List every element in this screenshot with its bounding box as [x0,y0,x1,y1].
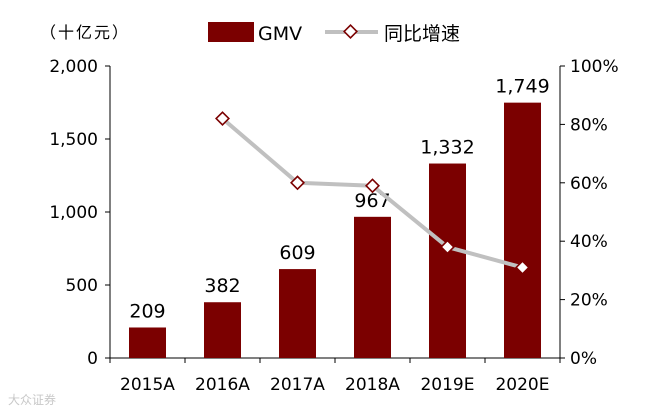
gmv-bar [429,163,466,358]
x-tick-label: 2020E [495,375,549,395]
growth-point-marker [215,111,230,127]
left-tick-label: 2,000 [49,57,98,77]
legend-growth-marker [343,24,358,39]
gmv-bar [204,302,241,358]
gmv-bar [504,102,541,358]
left-tick-label: 1,500 [49,130,98,150]
right-tick-label: 40% [570,232,608,252]
left-tick-label: 1,000 [49,203,98,223]
x-tick-label: 2015A [120,375,175,395]
x-tick-label: 2019E [420,375,474,395]
gmv-bars [129,102,541,358]
gmv-bar-label: 382 [204,275,240,297]
left-tick-label: 500 [66,276,98,296]
growth-point-marker [290,175,305,191]
x-tick-label: 2016A [195,375,250,395]
growth-point-marker [515,259,530,275]
right-tick-label: 60% [570,174,608,194]
left-tick-label: 0 [87,349,98,369]
right-tick-label: 100% [570,57,619,77]
legend-growth-label: 同比增速 [384,23,460,45]
growth-point-marker [365,178,380,194]
x-axis-ticks: 2015A 2016A 2017A 2018A 2019E 2020E [109,358,561,395]
gmv-bar-label: 209 [129,300,165,322]
legend-gmv-swatch [208,22,254,42]
x-tick-label: 2018A [345,375,400,395]
left-axis-ticks: 0 500 1,000 1,500 2,000 [49,57,110,369]
legend-gmv-label: GMV [258,23,302,45]
y-unit-label: （十亿元） [40,23,130,42]
gmv-bar-label: 1,749 [495,76,549,98]
right-axis-ticks: 0% 20% 40% 60% 80% 100% [560,57,619,369]
legend: GMV 同比增速 [208,22,460,45]
x-tick-label: 2017A [270,375,325,395]
gmv-bar-label: 609 [279,242,315,264]
growth-line-series [215,111,530,275]
right-tick-label: 20% [570,291,608,311]
right-tick-label: 80% [570,115,608,135]
gmv-bar [129,327,166,358]
gmv-bar-label: 1,332 [420,137,474,159]
right-tick-label: 0% [570,349,597,369]
gmv-bar [279,269,316,358]
growth-point-marker [440,239,455,255]
watermark: 大众证券 [8,392,56,407]
gmv-bar [354,216,391,358]
